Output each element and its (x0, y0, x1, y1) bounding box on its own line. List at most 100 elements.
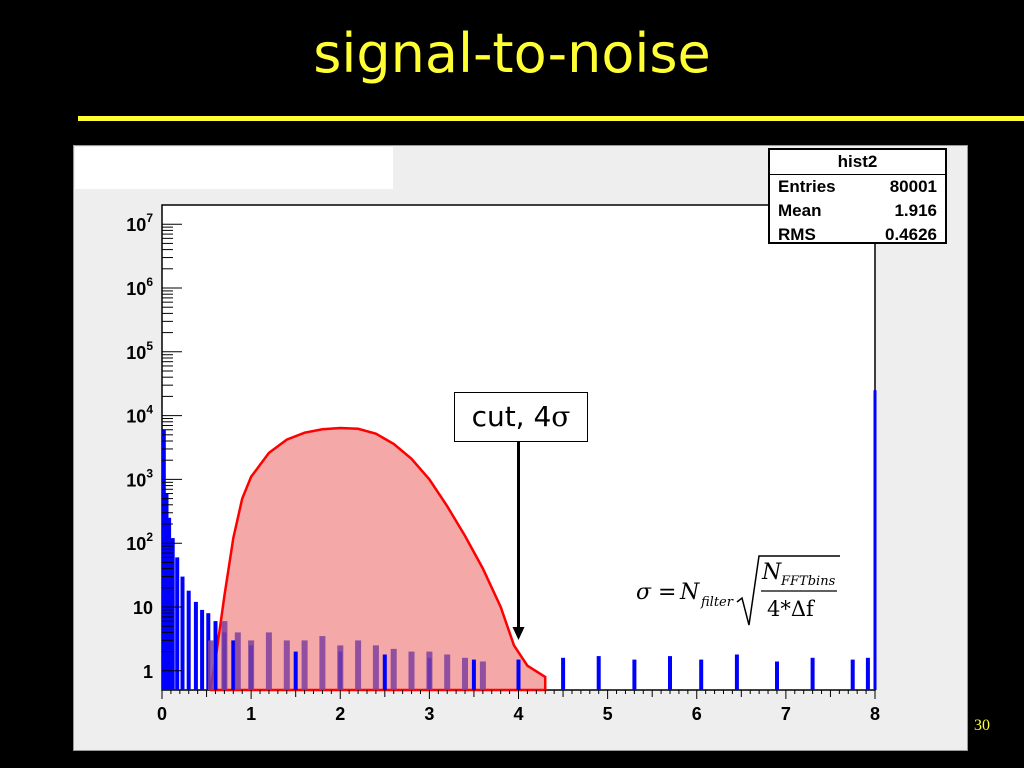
noise-bar (382, 654, 387, 690)
canvas-title-area (75, 147, 393, 189)
overlap-bar (234, 632, 241, 690)
x-tick-label: 6 (692, 704, 702, 724)
noise-bar (164, 493, 169, 690)
y-tick-label: 103 (126, 466, 153, 490)
cut-annotation: cut, 4σ (454, 392, 588, 442)
noise-bar (293, 651, 298, 690)
noise-bar (167, 517, 172, 690)
y-tick-base: 10 (126, 279, 146, 299)
noise-bar (668, 656, 672, 690)
x-tick-label: 2 (335, 704, 345, 724)
y-tick-base: 10 (126, 470, 146, 490)
y-tick-exponent: 3 (146, 466, 153, 480)
y-tick-label: 104 (126, 403, 153, 427)
y-tick-exponent: 7 (146, 211, 153, 225)
overlap-bar (301, 640, 308, 690)
title-underline (78, 116, 1024, 121)
overlap-bar (479, 661, 486, 690)
noise-bar (161, 429, 166, 690)
stats-value-mean: 1.916 (894, 201, 937, 220)
noise-bar (775, 661, 779, 690)
noise-bar (632, 659, 637, 690)
noise-bar (231, 640, 236, 690)
y-tick-label: 106 (126, 275, 153, 299)
overlap-bar (372, 645, 379, 690)
x-tick-label: 4 (513, 704, 523, 724)
stats-box: hist2 Entries 80001 Mean 1.916 RMS 0.462… (768, 148, 947, 244)
noise-bar (200, 609, 205, 690)
overlap-bar (462, 657, 468, 690)
noise-bar (180, 576, 185, 690)
formula-denominator: 4*Δf (767, 597, 816, 621)
x-tick-label: 0 (157, 704, 167, 724)
x-tick-label: 1 (246, 704, 256, 724)
x-tick-label: 5 (603, 704, 613, 724)
x-tick-label: 8 (870, 704, 880, 724)
stats-value-entries: 80001 (889, 177, 937, 196)
noise-bar (471, 659, 476, 690)
stats-value-rms: 0.4626 (885, 225, 937, 244)
noise-bar (561, 657, 566, 690)
overlap-bar (355, 640, 362, 690)
noise-bar (516, 659, 521, 690)
overlap-bar (426, 651, 433, 690)
overlap-bar (444, 654, 451, 690)
slide-title: signal-to-noise (313, 22, 711, 85)
y-tick-label: 10 (133, 598, 153, 618)
signal-area (209, 426, 547, 692)
formula-N: N (679, 580, 700, 605)
noise-bar (699, 659, 704, 690)
stats-row-entries: Entries 80001 (770, 175, 945, 199)
noise-bar (734, 654, 739, 690)
y-tick-base: 10 (126, 407, 146, 427)
formula-lhs: σ (636, 580, 652, 605)
y-tick-label: 102 (126, 530, 153, 554)
noise-bar (170, 538, 175, 690)
overlap-bar (337, 645, 344, 690)
overlap-bar (390, 648, 397, 690)
page-number: 30 (974, 717, 990, 734)
y-tick-exponent: 5 (146, 339, 153, 353)
formula-N-subscript: filter (700, 595, 734, 610)
cut-arrow-head (512, 627, 525, 640)
overlap-bar (408, 651, 415, 690)
overlap-bar (265, 632, 272, 690)
stats-row-rms: RMS 0.4626 (770, 223, 945, 247)
y-tick-exponent: 2 (146, 530, 153, 544)
overlap-bar (319, 636, 326, 690)
noise-bar (850, 659, 855, 690)
y-tick-exponent: 4 (146, 403, 153, 417)
noise-bar (175, 557, 180, 690)
stats-row-mean: Mean 1.916 (770, 199, 945, 223)
noise-bar (193, 601, 198, 690)
overlap-bar (283, 640, 290, 690)
noise-bar (873, 390, 877, 690)
noise-bar (186, 590, 191, 690)
noise-bar (810, 657, 815, 690)
formula-num-N: N (761, 560, 782, 585)
y-tick-base: 10 (126, 215, 146, 235)
x-tick-label: 3 (424, 704, 434, 724)
sigma-formula: σ = N filter N FFTbins 4*Δf (636, 555, 840, 626)
noise-bar (213, 621, 218, 690)
cut-label: cut, 4 (471, 400, 552, 433)
formula-num-subscript: FFTbins (780, 574, 836, 589)
y-tick-base: 1 (143, 662, 153, 682)
series-layer (161, 390, 877, 692)
noise-bar (865, 657, 870, 690)
y-tick-label: 105 (126, 339, 153, 363)
overlap-bar (208, 640, 214, 690)
y-tick-base: 10 (126, 343, 146, 363)
noise-bar (596, 656, 601, 690)
overlap-bar (221, 621, 228, 690)
y-tick-exponent: 6 (146, 275, 153, 289)
stats-label-mean: Mean (778, 201, 822, 220)
x-tick-label: 7 (781, 704, 791, 724)
stats-label-entries: Entries (778, 177, 836, 196)
stats-title: hist2 (770, 150, 945, 175)
formula-equals: = (658, 580, 676, 605)
y-tick-label: 1 (143, 662, 153, 682)
stats-label-rms: RMS (778, 225, 816, 244)
